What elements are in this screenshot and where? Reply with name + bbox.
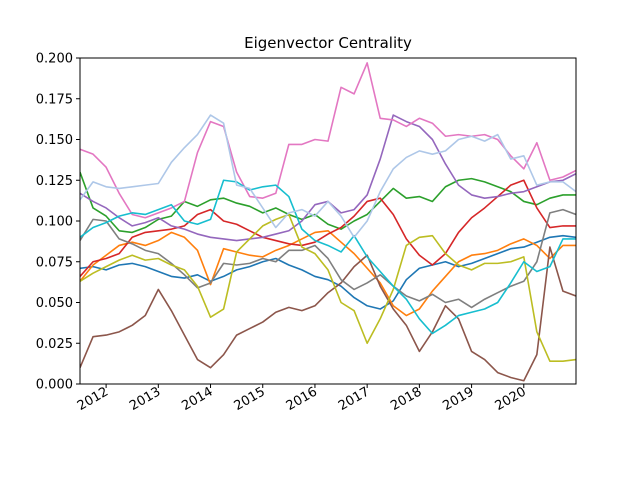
y-tick-label: 0.150 — [36, 133, 73, 148]
y-tick-label: 0.200 — [36, 52, 73, 67]
series-line-7 — [80, 62, 576, 219]
y-tick-label: 0.125 — [36, 174, 73, 189]
y-tick-label: 0.100 — [36, 215, 73, 230]
y-axis: 0.000 0.025 0.050 0.075 0.100 0.125 0.150 0.175… — [36, 52, 80, 393]
series-line-4 — [80, 179, 576, 277]
series-line-1 — [80, 234, 576, 310]
series-line-10 — [80, 179, 576, 335]
y-tick-label: 0.075 — [36, 255, 73, 270]
series-line-6 — [80, 246, 576, 382]
y-tick-label: 0.025 — [36, 337, 73, 352]
y-tick-label: 0.050 — [36, 296, 73, 311]
y-tick-label: 0.000 — [36, 378, 73, 393]
series-line-9 — [80, 213, 576, 362]
series-line-3 — [80, 171, 576, 234]
series-layer — [80, 62, 576, 382]
y-tick-label: 0.175 — [36, 92, 73, 107]
series-line-8 — [80, 208, 576, 309]
series-line-11 — [80, 114, 576, 239]
chart-title: Eigenvector Centrality — [244, 34, 412, 52]
series-line-2 — [80, 229, 576, 317]
